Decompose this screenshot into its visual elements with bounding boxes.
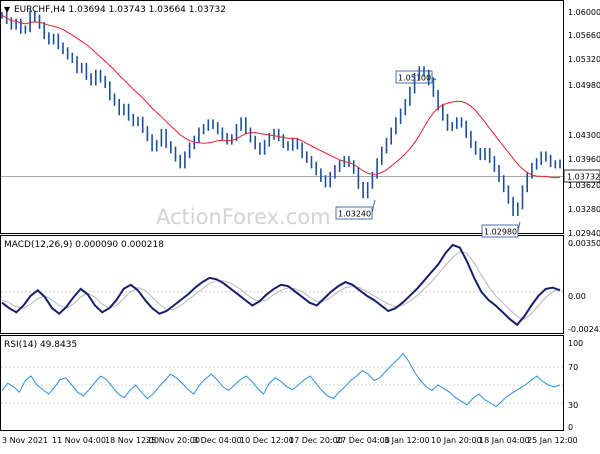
annotation-leader-high xyxy=(431,76,437,81)
rsi-tick-label: 70 xyxy=(568,363,578,372)
rsi-line xyxy=(1,352,561,408)
x-tick-label: 3 Jan 12:00 xyxy=(384,436,430,445)
watermark: ActionForex.com xyxy=(156,205,331,229)
x-tick-label: 25 Jan 12:00 xyxy=(527,436,578,445)
x-tick-label: 10 Dec 12:00 xyxy=(240,436,294,445)
rsi-tick-label: 30 xyxy=(568,401,578,410)
macd-tick-label: 0.00 xyxy=(568,292,586,301)
annotation-label-low2: 1.02980 xyxy=(484,228,517,237)
price-tick-label: 1.05320 xyxy=(568,55,600,64)
price-panel-frame xyxy=(0,0,564,234)
x-tick-label: 18 Nov 12:00 xyxy=(105,436,159,445)
price-tick-label: 1.03620 xyxy=(568,181,600,190)
current-price-label: 1.03732 xyxy=(567,173,600,182)
annotation-leader-low2 xyxy=(517,221,521,232)
price-tick-label: 1.04980 xyxy=(568,81,600,90)
price-tick-label: 1.03960 xyxy=(568,155,600,164)
x-tick-label: 17 Dec 20:00 xyxy=(289,436,343,445)
annotation-leader-low1 xyxy=(371,199,376,214)
x-tick-label: 27 Dec 04:00 xyxy=(336,436,390,445)
x-tick-label: 25 Nov 20:00 xyxy=(146,436,200,445)
price-tick-label: 1.05660 xyxy=(568,31,600,40)
rsi-tick-label: 100 xyxy=(568,339,583,348)
price-panel-collapse-icon[interactable]: ▼ xyxy=(4,5,11,14)
macd-tick-label: 0.003505 xyxy=(568,239,600,248)
annotation-label-low1: 1.03240 xyxy=(338,210,371,219)
macd-tick-label: -0.002438 xyxy=(568,325,600,334)
macd-signal-line xyxy=(1,251,561,320)
current-price-box xyxy=(563,169,600,183)
macd-line xyxy=(1,243,561,327)
price-tick-label: 1.04300 xyxy=(568,131,600,140)
price-panel-header: EURCHF,H4 1.03694 1.03743 1.03664 1.0373… xyxy=(14,5,226,15)
x-tick-label: 10 Jan 20:00 xyxy=(431,436,482,445)
series-layer xyxy=(1,10,563,408)
rsi-panel-header: RSI(14) 49.8435 xyxy=(4,340,77,350)
price-tick-label: 1.03280 xyxy=(568,205,600,214)
rsi-tick-label: 0 xyxy=(568,423,573,432)
moving-average-line xyxy=(1,14,561,179)
macd-panel-header: MACD(12,26,9) 0.000090 0.000218 xyxy=(4,240,164,250)
x-tick-label: 18 Jan 04:00 xyxy=(479,436,530,445)
x-tick-label: 3 Dec 04:00 xyxy=(193,436,242,445)
price-tick-label: 1.02940 xyxy=(568,229,600,238)
x-tick-label: 3 Nov 2021 xyxy=(2,436,48,445)
x-tick-label: 11 Nov 04:00 xyxy=(52,436,106,445)
price-tick-label: 1.06000 xyxy=(568,8,600,17)
